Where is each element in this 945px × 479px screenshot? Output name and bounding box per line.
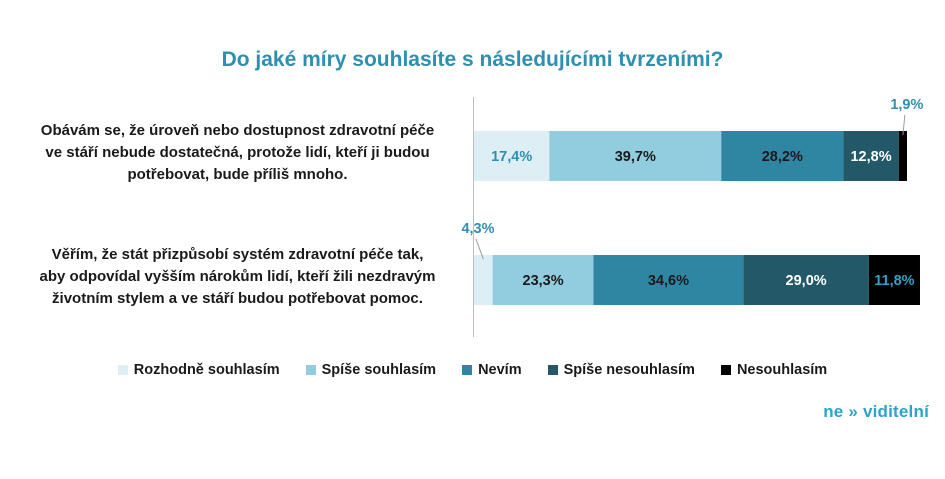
data-label: 4,3% (461, 221, 494, 237)
data-label: 28,2% (762, 149, 803, 165)
legend-swatch (720, 365, 731, 375)
bar-segment (743, 255, 869, 305)
category-label-line: ve stáří nebude dostatečná, protože lidí… (45, 144, 430, 161)
bar-segment (474, 255, 493, 305)
data-label: 39,7% (615, 149, 656, 165)
data-label: 23,3% (523, 273, 564, 289)
data-label: 29,0% (786, 273, 827, 289)
data-label: 12,8% (850, 149, 891, 165)
legend-item: Spíše souhlasím (305, 362, 437, 378)
bar-segment (492, 255, 594, 305)
category-label-1: Obávám se, že úroveň nebo dostupnost zdr… (10, 120, 465, 186)
data-label: 34,6% (648, 273, 689, 289)
legend-label: Nevím (478, 362, 522, 378)
bar-segment (843, 131, 899, 181)
bar-segment (593, 255, 744, 305)
legend-swatch (305, 365, 316, 375)
bar-segment (721, 131, 844, 181)
category-axis-line (473, 97, 474, 337)
bar-segment (898, 131, 907, 181)
legend-swatch (117, 365, 128, 375)
leader-line (902, 114, 906, 136)
category-label-line: Věřím, že stát přizpůsobí systém zdravot… (51, 246, 424, 263)
data-label: 11,8% (874, 273, 914, 289)
category-label-line: aby odpovídal vyšším nárokům lidí, kteří… (39, 268, 436, 285)
legend-label: Nesouhlasím (736, 362, 828, 378)
legend-swatch (547, 365, 558, 375)
bar-segment (474, 131, 550, 181)
brand-logo: ne » viditelní (823, 402, 929, 421)
legend: Rozhodně souhlasím Spíše souhlasím Nevím… (0, 362, 945, 378)
bar-segment (549, 131, 722, 181)
legend-item: Nevím (462, 362, 522, 378)
data-label: 1,9% (890, 97, 923, 113)
bar-segment (868, 255, 920, 305)
category-label-line: Obávám se, že úroveň nebo dostupnost zdr… (40, 122, 435, 139)
legend-label: Rozhodně souhlasím (133, 362, 280, 378)
leader-line (475, 238, 484, 260)
data-label: 17,4% (491, 149, 532, 165)
legend-item: Rozhodně souhlasím (117, 362, 280, 378)
legend-item: Nesouhlasím (720, 362, 828, 378)
legend-swatch (462, 365, 473, 375)
legend-label: Spíše souhlasím (321, 362, 437, 378)
category-label-line: potřebovat, bude příliš mnoho. (127, 166, 348, 183)
legend-label: Spíše nesouhlasím (563, 362, 695, 378)
category-label-2: Věřím, že stát přizpůsobí systém zdravot… (10, 244, 465, 310)
chart-title: Do jaké míry souhlasíte s následujícími … (221, 48, 724, 71)
category-label-line: životním stylem a ve stáří budou potřebo… (52, 290, 423, 307)
legend-item: Spíše nesouhlasím (547, 362, 695, 378)
